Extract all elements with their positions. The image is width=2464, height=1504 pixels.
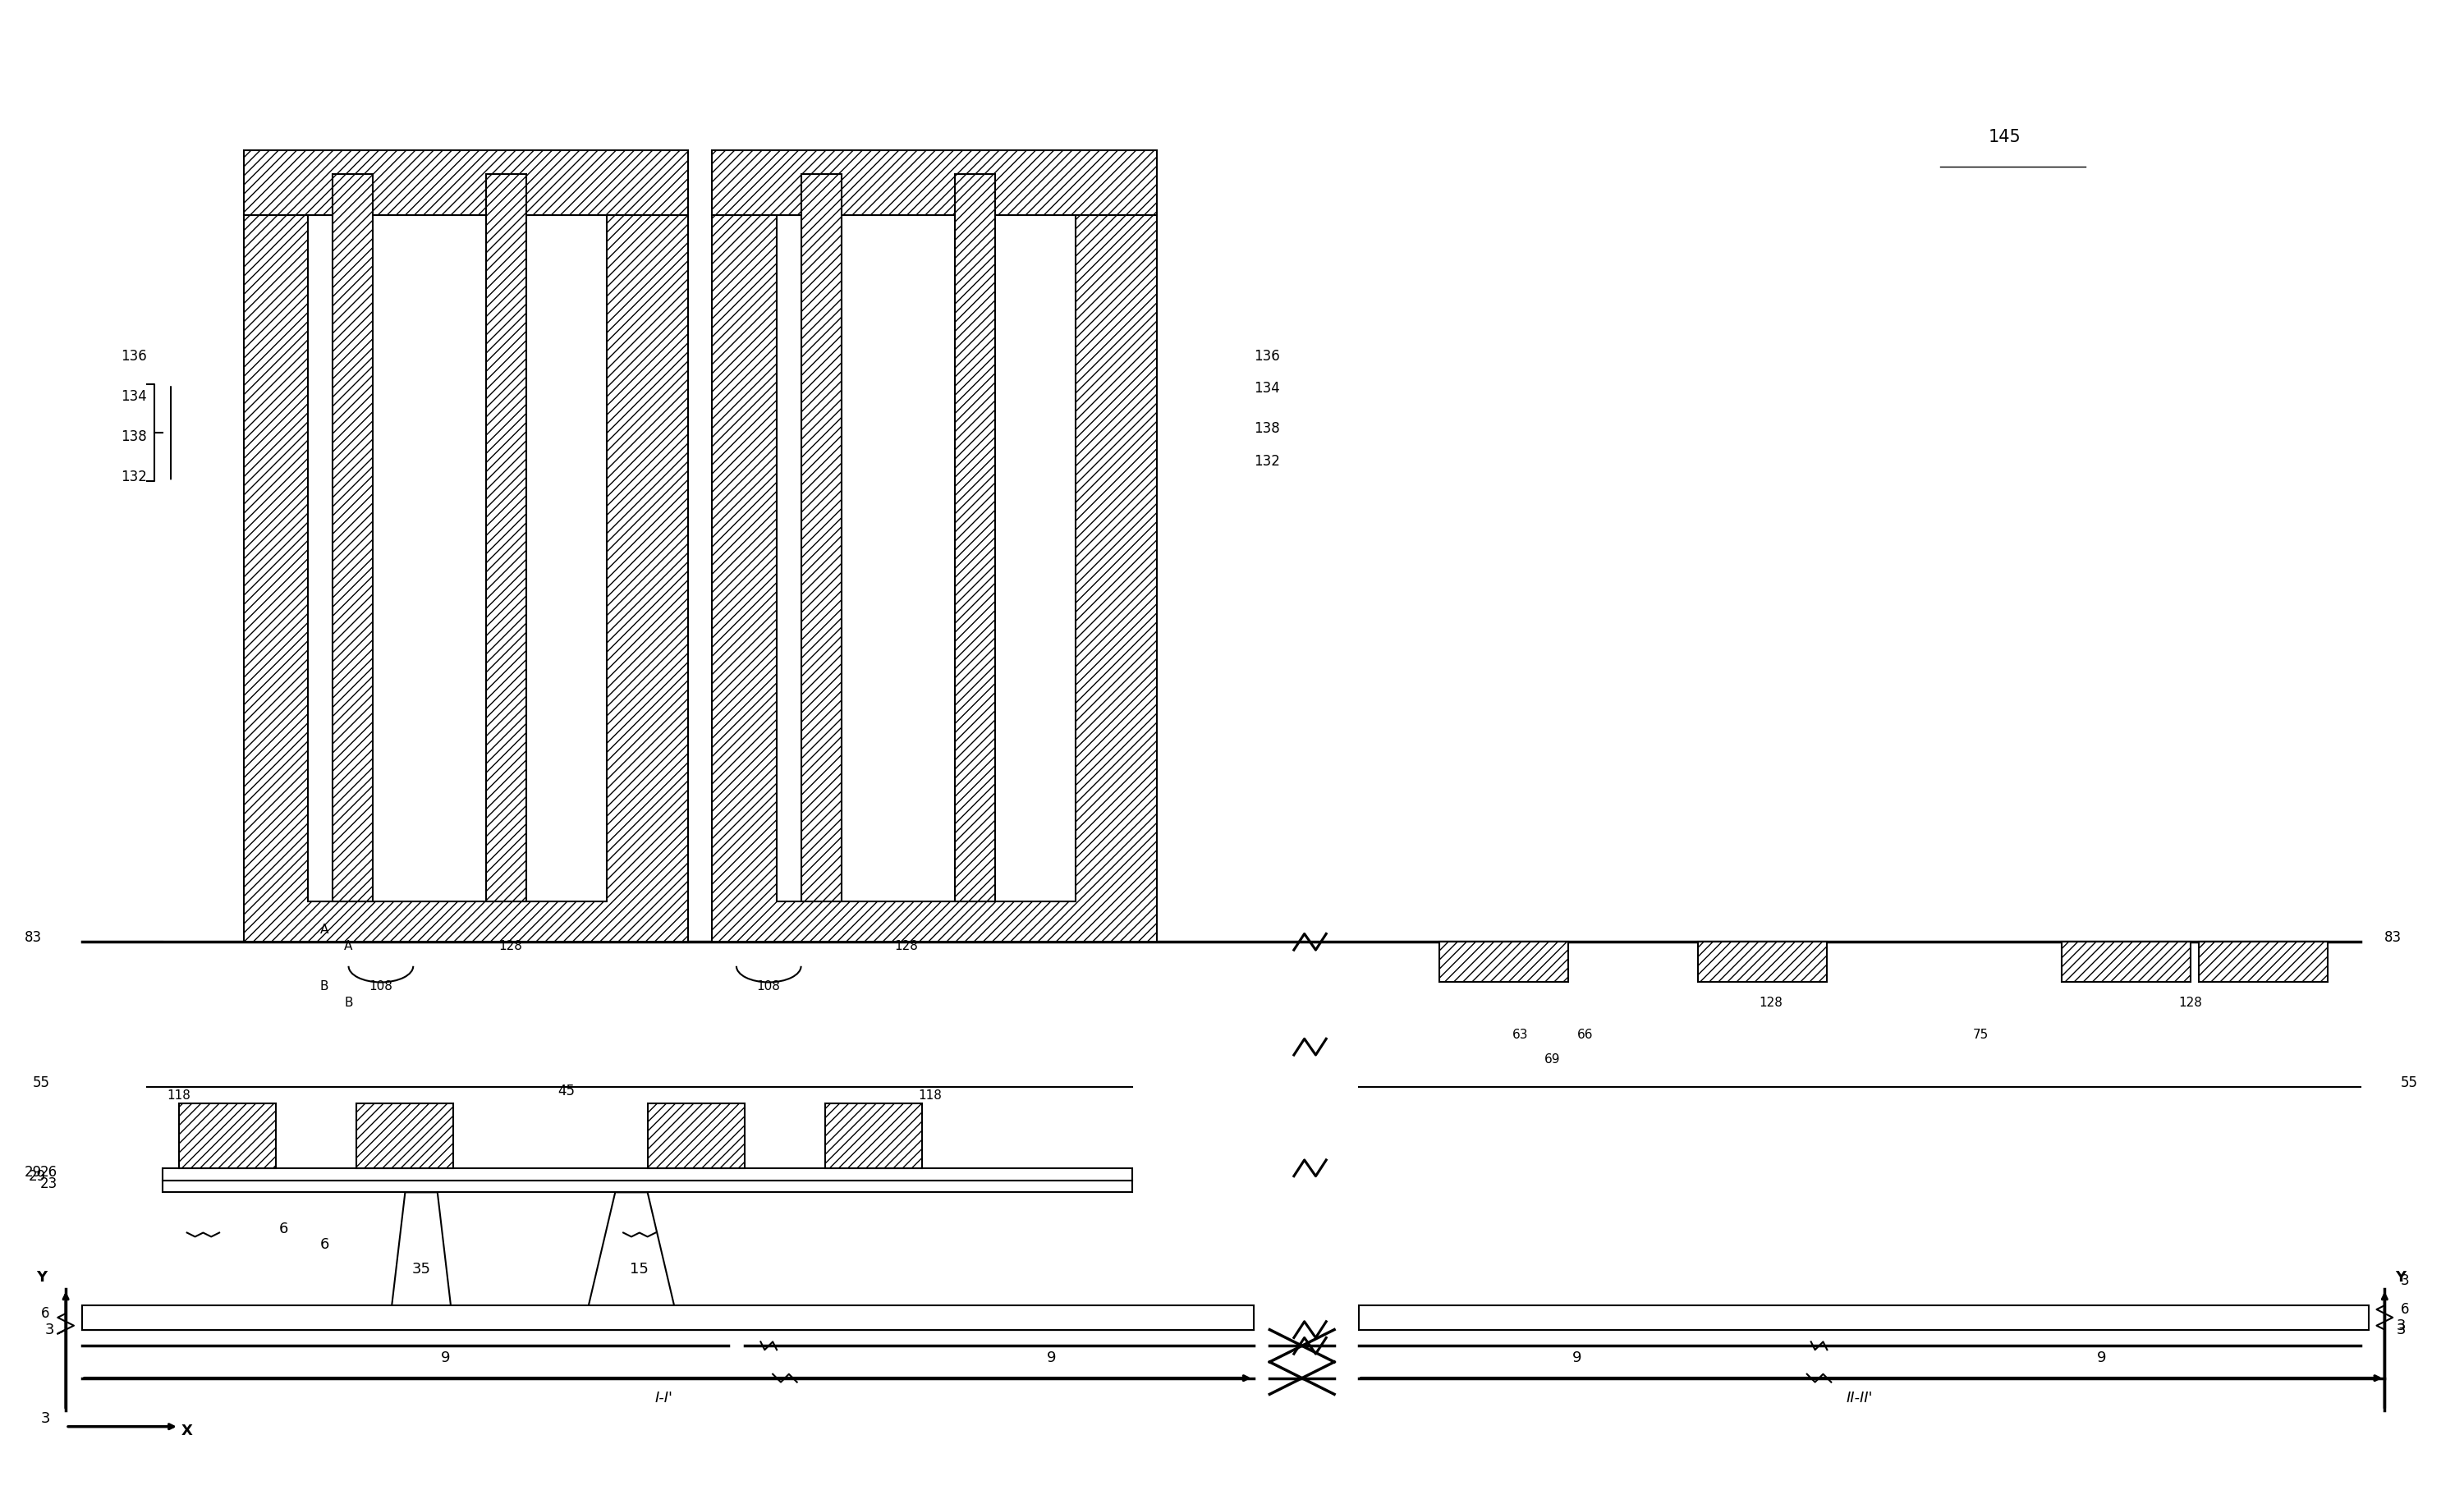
Bar xyxy=(1439,942,1570,982)
Bar xyxy=(244,150,687,215)
Text: 9: 9 xyxy=(441,1351,451,1366)
Bar xyxy=(180,1104,276,1169)
Text: 9: 9 xyxy=(2097,1351,2107,1366)
Text: 138: 138 xyxy=(121,430,145,444)
Text: 132: 132 xyxy=(1254,454,1279,468)
Bar xyxy=(1698,942,1828,982)
Text: 118: 118 xyxy=(919,1089,941,1102)
Bar xyxy=(485,174,527,901)
Text: 69: 69 xyxy=(1545,1053,1560,1065)
Text: X: X xyxy=(182,1423,192,1438)
Bar xyxy=(357,1104,453,1169)
Text: 55: 55 xyxy=(32,1075,49,1090)
Polygon shape xyxy=(389,1193,453,1330)
Text: B: B xyxy=(345,997,352,1009)
Text: 26: 26 xyxy=(39,1164,57,1179)
Text: 108: 108 xyxy=(370,981,392,993)
Text: I-I': I-I' xyxy=(655,1391,673,1406)
Text: 3: 3 xyxy=(44,1322,54,1337)
Text: 3: 3 xyxy=(2400,1274,2410,1289)
Text: II-II': II-II' xyxy=(1846,1391,1873,1406)
Bar xyxy=(244,215,687,942)
Text: 145: 145 xyxy=(1988,129,2020,146)
Text: 132: 132 xyxy=(121,469,145,484)
Text: A: A xyxy=(320,923,328,935)
Text: 83: 83 xyxy=(2385,931,2402,945)
Text: 6: 6 xyxy=(2400,1302,2410,1318)
Text: 134: 134 xyxy=(1254,381,1279,396)
Text: 3: 3 xyxy=(2395,1322,2405,1337)
Text: 83: 83 xyxy=(25,931,42,945)
Text: 29: 29 xyxy=(27,1169,44,1184)
Text: 75: 75 xyxy=(1974,1029,1988,1041)
Text: 128: 128 xyxy=(2178,997,2203,1009)
Bar xyxy=(333,174,372,901)
Text: 136: 136 xyxy=(121,349,145,364)
Text: Y: Y xyxy=(2395,1269,2407,1284)
Polygon shape xyxy=(81,1313,1254,1330)
Bar xyxy=(648,1104,744,1169)
Text: 6: 6 xyxy=(42,1305,49,1321)
Text: 63: 63 xyxy=(1513,1029,1528,1041)
Text: 128: 128 xyxy=(498,940,522,952)
Bar xyxy=(2198,942,2328,982)
Text: 6: 6 xyxy=(320,1238,330,1253)
Text: 136: 136 xyxy=(1254,349,1279,364)
Text: 108: 108 xyxy=(756,981,781,993)
Text: 55: 55 xyxy=(2400,1075,2417,1090)
Bar xyxy=(163,1169,1133,1181)
Bar xyxy=(801,174,840,901)
Bar xyxy=(2062,942,2190,982)
Bar xyxy=(163,1181,1133,1193)
Text: 6: 6 xyxy=(278,1221,288,1236)
Bar xyxy=(712,150,1156,215)
Bar xyxy=(712,215,1156,942)
Bar xyxy=(81,1305,1254,1330)
Text: 9: 9 xyxy=(1572,1351,1582,1366)
Polygon shape xyxy=(584,1193,680,1330)
Text: 3: 3 xyxy=(2395,1318,2405,1333)
Text: 15: 15 xyxy=(631,1262,648,1277)
Text: 45: 45 xyxy=(557,1084,574,1098)
Text: A: A xyxy=(345,940,352,952)
Bar xyxy=(825,1104,922,1169)
Text: 128: 128 xyxy=(894,940,919,952)
Text: 66: 66 xyxy=(1577,1029,1592,1041)
Text: 3: 3 xyxy=(42,1411,49,1426)
Text: B: B xyxy=(320,981,328,993)
Text: 9: 9 xyxy=(1047,1351,1057,1366)
Text: 23: 23 xyxy=(39,1176,57,1191)
Text: Y: Y xyxy=(37,1269,47,1284)
Text: 138: 138 xyxy=(1254,421,1279,436)
Text: 134: 134 xyxy=(121,390,145,405)
Bar xyxy=(954,174,995,901)
Text: 128: 128 xyxy=(1759,997,1781,1009)
Text: 29: 29 xyxy=(25,1164,42,1179)
Text: 118: 118 xyxy=(168,1089,190,1102)
Text: 35: 35 xyxy=(411,1262,431,1277)
Bar xyxy=(1358,1305,2368,1330)
Bar xyxy=(308,215,606,901)
Bar xyxy=(776,215,1077,901)
